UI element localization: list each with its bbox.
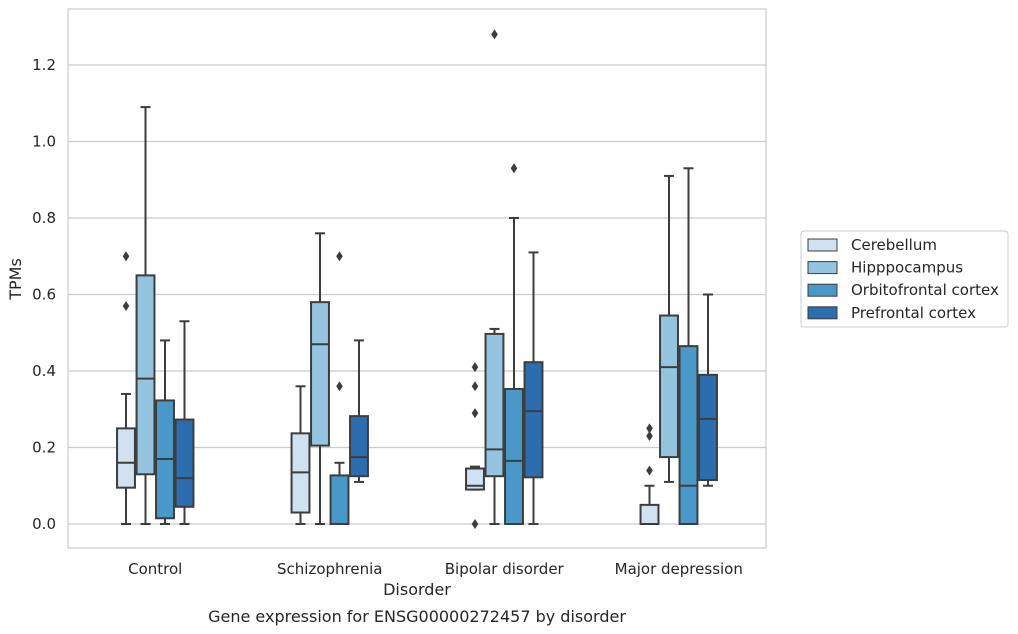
box-groups xyxy=(116,29,718,529)
legend-swatch xyxy=(807,283,838,297)
legend: Cerebellum Hipppocampus Orbitofrontal cort… xyxy=(800,230,1009,328)
box-body xyxy=(523,361,544,479)
box-body xyxy=(349,415,369,478)
box-body xyxy=(174,418,195,508)
x-tick-labels: Control Schizophrenia Bipolar disorder Majo… xyxy=(128,560,743,578)
x-tick-label: Schizophrenia xyxy=(277,560,382,578)
y-tick-label: 0.8 xyxy=(32,209,56,227)
y-tick-label: 1.0 xyxy=(32,133,56,151)
box-body xyxy=(135,274,156,476)
outlier-point xyxy=(510,163,518,174)
box-2-3 xyxy=(678,167,699,526)
box-body xyxy=(329,474,350,525)
outlier-point xyxy=(336,381,343,392)
box-0-1 xyxy=(290,385,311,525)
box-3-2 xyxy=(523,251,544,525)
box-2-0 xyxy=(155,339,175,525)
outlier-point xyxy=(491,29,498,40)
box-body xyxy=(639,503,660,525)
box-1-0 xyxy=(135,106,156,525)
outlier-point xyxy=(471,408,479,419)
y-tick-label: 0.2 xyxy=(32,439,56,457)
outlier-point xyxy=(646,465,653,476)
box-3-3 xyxy=(698,293,718,487)
box-body xyxy=(484,332,505,478)
y-axis-label: TPMs xyxy=(6,258,25,301)
outlier-point xyxy=(471,381,479,392)
box-body xyxy=(659,314,679,459)
box-2-2 xyxy=(504,163,524,526)
box-body xyxy=(698,373,718,482)
box-1-3 xyxy=(659,174,679,483)
y-tick-label: 0.0 xyxy=(32,515,56,533)
box-0-0 xyxy=(116,251,136,525)
box-0-3 xyxy=(639,423,660,525)
outlier-point xyxy=(646,423,653,434)
x-tick-label: Bipolar disorder xyxy=(445,560,565,578)
outlier-point xyxy=(646,431,653,442)
box-2-1 xyxy=(329,251,350,525)
legend-swatch xyxy=(807,261,838,275)
box-3-0 xyxy=(174,320,195,525)
outlier-point xyxy=(122,251,130,262)
box-1-2 xyxy=(484,29,505,525)
box-1-1 xyxy=(310,232,330,525)
legend-label: Prefrontal cortex xyxy=(851,304,976,322)
y-tick-label: 1.2 xyxy=(32,56,56,74)
box-0-2 xyxy=(465,362,485,529)
chart-title: Gene expression for ENSG00000272457 by d… xyxy=(208,607,626,626)
plot-area-frame xyxy=(67,8,767,549)
legend-label: Hipppocampus xyxy=(851,259,963,277)
box-body xyxy=(465,467,485,491)
x-axis-label: Disorder xyxy=(383,580,451,599)
outlier-point xyxy=(122,300,130,311)
legend-swatch xyxy=(807,306,838,320)
legend-frame xyxy=(800,230,1009,328)
box-body xyxy=(310,301,330,447)
legend-label: Orbitofrontal cortex xyxy=(851,281,999,299)
y-tick-label: 0.6 xyxy=(32,286,56,304)
box-3-1 xyxy=(349,339,369,483)
box-body xyxy=(678,345,699,526)
box-body xyxy=(504,387,524,526)
outlier-point xyxy=(471,362,479,373)
x-tick-label: Major depression xyxy=(615,560,743,578)
x-tick-label: Control xyxy=(128,560,182,578)
outlier-point xyxy=(336,251,343,262)
box-body xyxy=(116,427,136,489)
legend-swatch xyxy=(807,238,838,252)
legend-label: Cerebellum xyxy=(851,236,937,254)
outlier-point xyxy=(471,519,479,529)
y-tick-label: 0.4 xyxy=(32,362,56,380)
y-tick-labels: 0.0 0.2 0.4 0.6 0.8 1.0 1.2 xyxy=(32,56,56,533)
